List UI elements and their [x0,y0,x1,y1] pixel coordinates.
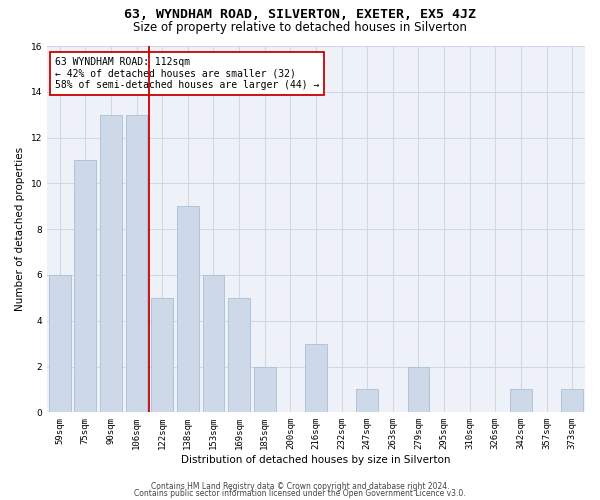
Bar [561,390,583,412]
Bar [228,298,250,412]
Bar [126,114,148,412]
Bar [49,275,71,412]
Bar [305,344,327,412]
Bar [151,298,173,412]
Bar [74,160,96,412]
Text: Contains HM Land Registry data © Crown copyright and database right 2024.: Contains HM Land Registry data © Crown c… [151,482,449,491]
Text: Size of property relative to detached houses in Silverton: Size of property relative to detached ho… [133,21,467,34]
Text: 63, WYNDHAM ROAD, SILVERTON, EXETER, EX5 4JZ: 63, WYNDHAM ROAD, SILVERTON, EXETER, EX5… [124,8,476,20]
Text: 63 WYNDHAM ROAD: 112sqm
← 42% of detached houses are smaller (32)
58% of semi-de: 63 WYNDHAM ROAD: 112sqm ← 42% of detache… [55,57,319,90]
Bar [356,390,378,412]
Y-axis label: Number of detached properties: Number of detached properties [15,147,25,311]
Bar [177,206,199,412]
Text: Contains public sector information licensed under the Open Government Licence v3: Contains public sector information licen… [134,489,466,498]
Bar [254,366,275,412]
Bar [407,366,430,412]
Bar [100,114,122,412]
Bar [203,275,224,412]
X-axis label: Distribution of detached houses by size in Silverton: Distribution of detached houses by size … [181,455,451,465]
Bar [510,390,532,412]
